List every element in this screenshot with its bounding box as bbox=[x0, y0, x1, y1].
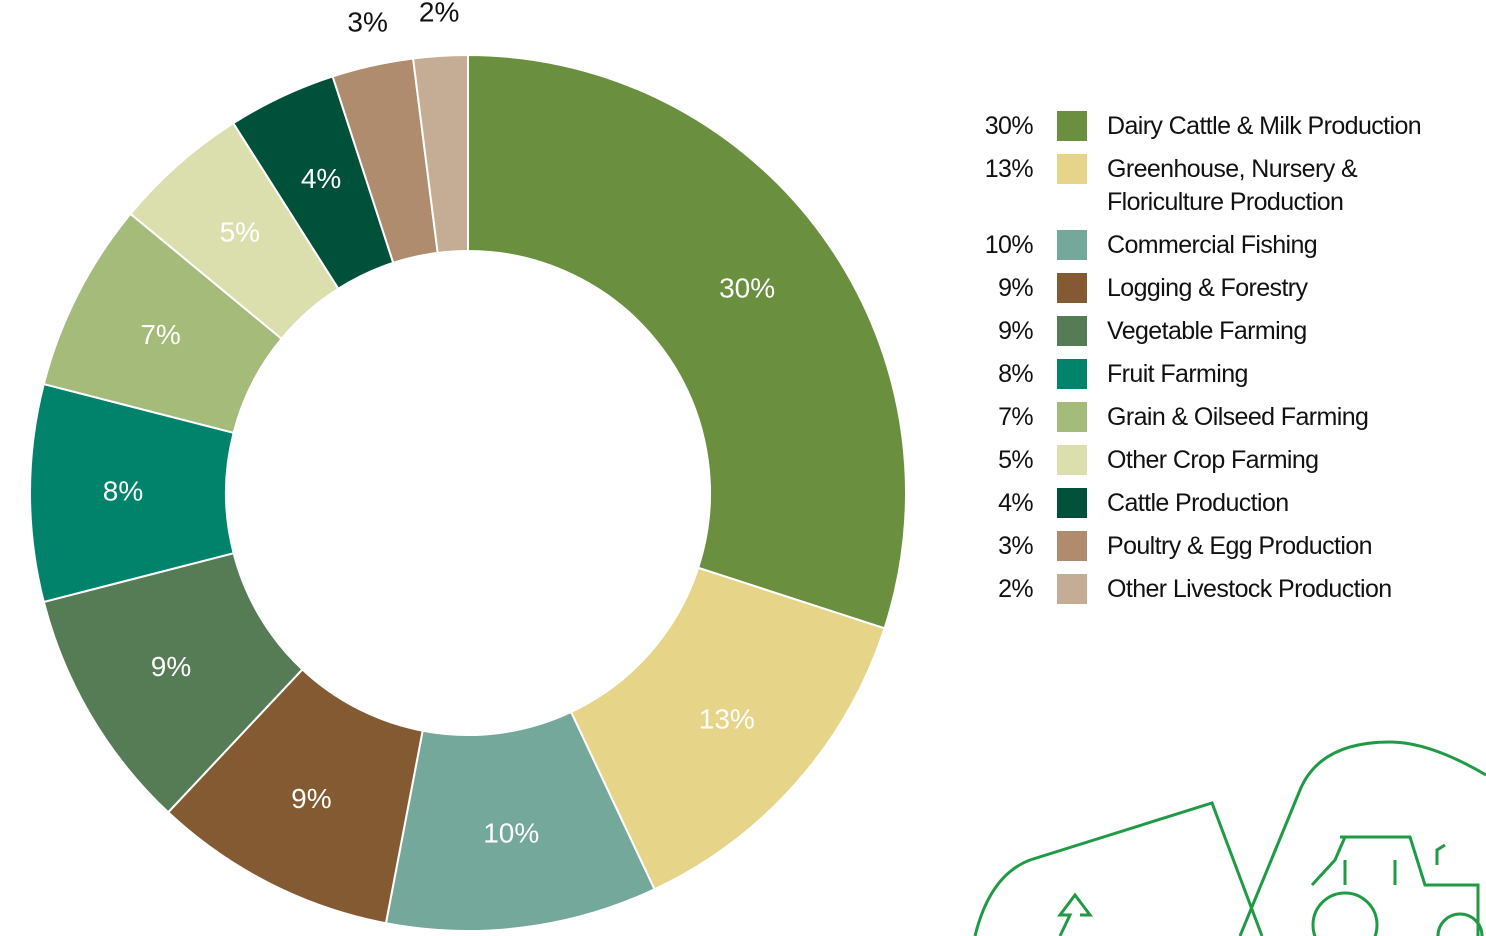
legend-label: Grain & Oilseed Farming bbox=[1107, 401, 1368, 434]
legend-value: 7% bbox=[960, 401, 1033, 434]
legend-item: 3% Poultry & Egg Production bbox=[960, 530, 1480, 563]
slice-label: 2% bbox=[419, 0, 459, 27]
legend-swatch bbox=[1057, 230, 1087, 260]
slice-label: 9% bbox=[291, 783, 331, 814]
slice-label: 30% bbox=[719, 273, 775, 304]
slice bbox=[468, 55, 906, 628]
legend-label: Dairy Cattle & Milk Production bbox=[1107, 110, 1421, 143]
legend-swatch bbox=[1057, 402, 1087, 432]
legend: 30% Dairy Cattle & Milk Production 13% Gree… bbox=[960, 110, 1480, 616]
legend-value: 3% bbox=[960, 530, 1033, 563]
legend-label: Greenhouse, Nursery & Floriculture Produ… bbox=[1107, 153, 1437, 219]
legend-item: 9% Vegetable Farming bbox=[960, 315, 1480, 348]
legend-value: 10% bbox=[960, 229, 1033, 262]
legend-swatch bbox=[1057, 154, 1087, 184]
slice-label: 5% bbox=[220, 217, 260, 248]
slice-label: 10% bbox=[483, 818, 539, 849]
legend-swatch bbox=[1057, 574, 1087, 604]
legend-item: 7% Grain & Oilseed Farming bbox=[960, 401, 1480, 434]
slice-label: 13% bbox=[699, 704, 755, 735]
legend-item: 8% Fruit Farming bbox=[960, 358, 1480, 391]
slice-label: 4% bbox=[301, 163, 341, 194]
legend-swatch bbox=[1057, 111, 1087, 141]
legend-label: Other Livestock Production bbox=[1107, 573, 1392, 606]
legend-item: 5% Other Crop Farming bbox=[960, 444, 1480, 477]
legend-swatch bbox=[1057, 488, 1087, 518]
legend-label: Vegetable Farming bbox=[1107, 315, 1307, 348]
legend-swatch bbox=[1057, 359, 1087, 389]
legend-value: 5% bbox=[960, 444, 1033, 477]
legend-swatch bbox=[1057, 531, 1087, 561]
legend-item: 30% Dairy Cattle & Milk Production bbox=[960, 110, 1480, 143]
legend-value: 13% bbox=[960, 153, 1033, 186]
legend-value: 30% bbox=[960, 110, 1033, 143]
legend-swatch bbox=[1057, 445, 1087, 475]
legend-value: 9% bbox=[960, 315, 1033, 348]
legend-label: Logging & Forestry bbox=[1107, 272, 1307, 305]
legend-item: 10% Commercial Fishing bbox=[960, 229, 1480, 262]
donut: 30% 13% 10% 9% 9% 8% 7% 5% 4% 3% 2% bbox=[30, 0, 906, 931]
legend-value: 2% bbox=[960, 573, 1033, 606]
legend-value: 4% bbox=[960, 487, 1033, 520]
slice-label: 7% bbox=[140, 319, 180, 350]
page: 30% 13% 10% 9% 9% 8% 7% 5% 4% 3% 2% 30% Dairy Cattl… bbox=[0, 0, 1486, 936]
legend-swatch bbox=[1057, 316, 1087, 346]
legend-item: 2% Other Livestock Production bbox=[960, 573, 1480, 606]
legend-item: 9% Logging & Forestry bbox=[960, 272, 1480, 305]
legend-label: Fruit Farming bbox=[1107, 358, 1248, 391]
slice-label: 8% bbox=[103, 475, 143, 506]
legend-label: Other Crop Farming bbox=[1107, 444, 1319, 477]
decoration bbox=[975, 742, 1486, 936]
legend-label: Commercial Fishing bbox=[1107, 229, 1317, 262]
legend-swatch bbox=[1057, 273, 1087, 303]
legend-value: 9% bbox=[960, 272, 1033, 305]
legend-value: 8% bbox=[960, 358, 1033, 391]
slice-label: 9% bbox=[151, 651, 191, 682]
legend-item: 4% Cattle Production bbox=[960, 487, 1480, 520]
legend-label: Poultry & Egg Production bbox=[1107, 530, 1372, 563]
legend-label: Cattle Production bbox=[1107, 487, 1289, 520]
legend-item: 13% Greenhouse, Nursery & Floriculture Pr… bbox=[960, 153, 1480, 219]
slice-label: 3% bbox=[347, 6, 387, 37]
